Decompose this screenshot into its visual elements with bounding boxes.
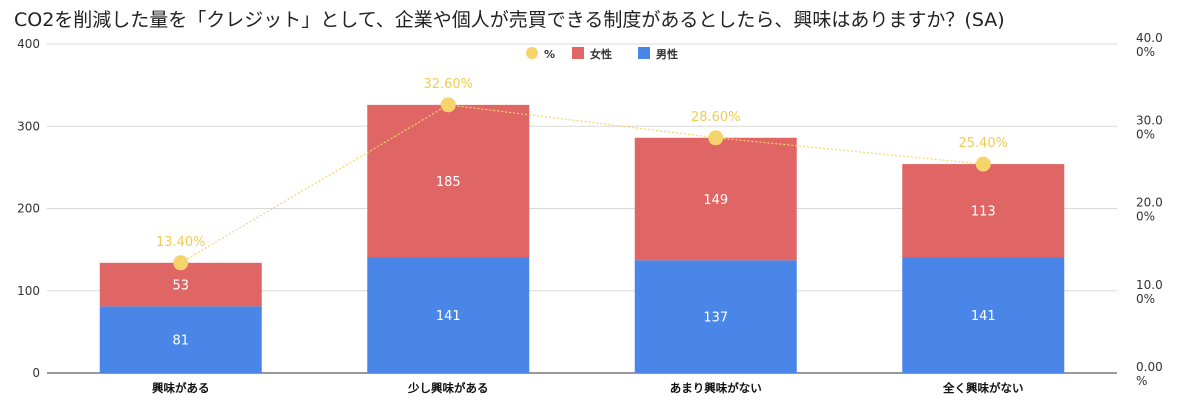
y2-tick-label: 0% <box>1136 45 1155 59</box>
bar-female <box>634 137 797 261</box>
bar-value-label: 113 <box>971 205 996 220</box>
percent-label: 13.40% <box>156 235 206 250</box>
bar-male <box>367 257 530 373</box>
x-category-label: 少し興味がある <box>407 381 489 395</box>
y2-tick-label: 10.0 <box>1136 278 1163 292</box>
bar-value-label: 141 <box>971 309 996 324</box>
y-tick-label: 300 <box>17 119 40 133</box>
y2-tick-label: 20.0 <box>1136 196 1163 210</box>
percent-point <box>975 156 991 172</box>
bar-value-label: 137 <box>703 311 728 326</box>
bar-value-label: 149 <box>703 193 728 208</box>
x-category-label: 興味がある <box>152 381 210 395</box>
percent-label: 28.60% <box>691 110 741 125</box>
percent-label: 25.40% <box>958 136 1008 151</box>
bar-value-label: 185 <box>436 175 461 190</box>
percent-point <box>173 255 189 271</box>
percent-point <box>440 97 456 113</box>
bar-value-label: 141 <box>436 309 461 324</box>
bars: 81 53 141 185 137 149 141 113 <box>99 104 1065 373</box>
y2-tick-label: 40.0 <box>1136 31 1163 45</box>
chart-title: CO2を削減した量を「クレジット」として、企業や個人が売買できる制度があるとした… <box>14 9 1005 31</box>
legend: % 女性 男性 <box>526 47 678 61</box>
x-axis: 興味がある 少し興味がある あまり興味がない 全く興味がない <box>152 381 1024 395</box>
y-tick-label: 0 <box>32 366 40 380</box>
bar-female <box>902 164 1065 258</box>
bar-female <box>367 104 530 258</box>
bar-male <box>99 306 262 373</box>
y2-tick-label: 0% <box>1136 292 1155 306</box>
legend-marker <box>638 47 650 59</box>
y2-tick-label: 0% <box>1136 210 1155 224</box>
legend-marker <box>572 47 584 59</box>
y2-tick-label: 0% <box>1136 127 1155 141</box>
bar-value-label: 53 <box>172 279 189 294</box>
percent-line: 13.40% 32.60% 28.60% 25.40% <box>156 77 1008 271</box>
y-axis-right: 0.00%10.00%20.00%30.00%40.00% <box>1136 31 1163 388</box>
bar-male <box>634 260 797 373</box>
bar-value-label: 81 <box>172 334 189 349</box>
legend-label: % <box>544 48 555 61</box>
x-category-label: あまり興味がない <box>670 381 762 395</box>
percent-line-path <box>180 104 984 264</box>
y-tick-label: 200 <box>17 202 40 216</box>
legend-label: 女性 <box>590 47 612 61</box>
legend-marker-percent <box>526 47 538 59</box>
y-tick-label: 400 <box>17 37 40 51</box>
y-axis-left: 0 100 200 300 400 <box>17 37 40 380</box>
x-category-label: 全く興味がない <box>942 381 1024 395</box>
bar-male <box>902 257 1065 373</box>
percent-point <box>708 130 724 146</box>
percent-label: 32.60% <box>423 77 473 92</box>
y2-tick-label: 0.00 <box>1136 360 1163 374</box>
y2-tick-label: 30.0 <box>1136 113 1163 127</box>
y-tick-label: 100 <box>17 284 40 298</box>
y2-tick-label: % <box>1136 374 1147 388</box>
legend-label: 男性 <box>656 47 678 61</box>
